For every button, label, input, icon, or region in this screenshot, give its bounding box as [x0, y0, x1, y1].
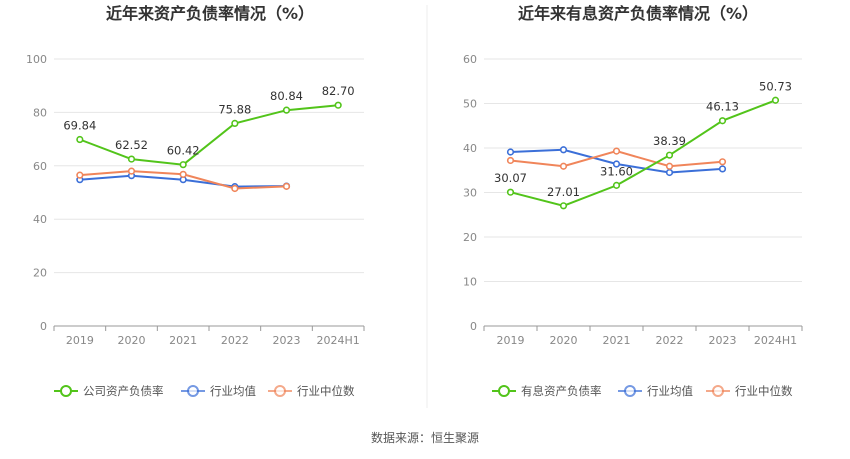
left-legend-swatch-marker: [274, 385, 286, 397]
left-y-tick-label: 0: [40, 320, 47, 333]
left-series-point-0: [282, 106, 291, 114]
right-y-tick-label: 60: [463, 53, 477, 66]
left-x-tick-label: 2022: [221, 334, 249, 347]
right-series-point-2: [506, 156, 515, 165]
right-legend-swatch-marker: [624, 385, 636, 397]
right-series-point-2: [718, 158, 727, 166]
right-series-point-1: [612, 160, 621, 168]
left-data-label: 60.42: [167, 144, 200, 158]
left-series-point-0: [127, 155, 136, 163]
left-series-point-2: [76, 171, 84, 179]
right-series-point-1: [718, 165, 727, 173]
right-y-tick-label: 0: [470, 320, 477, 333]
right-series-point-1: [506, 148, 515, 156]
source-note: 数据来源：恒生聚源: [371, 430, 479, 445]
left-x-tick-label: 2024H1: [317, 334, 360, 347]
left-y-tick-label: 40: [33, 213, 47, 226]
right-data-label: 30.07: [494, 171, 527, 185]
right-series-point-1: [665, 168, 674, 177]
right-x-tick-label: 2021: [603, 334, 631, 347]
right-y-tick-label: 30: [463, 187, 477, 200]
left-series-point-0: [231, 119, 239, 128]
right-y-tick-label: 20: [463, 231, 477, 244]
left-data-label: 69.84: [63, 119, 96, 133]
right-legend-label: 有息资产负债率: [521, 384, 602, 398]
left-data-label: 75.88: [218, 102, 251, 116]
right-series-line-0: [510, 99, 776, 207]
left-x-tick-label: 2023: [273, 334, 301, 347]
left-x-tick-label: 2021: [169, 334, 197, 347]
left-series-point-0: [179, 161, 187, 169]
left-x-tick-label: 2019: [66, 334, 94, 347]
left-data-label: 62.52: [115, 138, 148, 152]
left-x-tick-label: 2020: [118, 334, 146, 347]
left-legend-swatch-marker: [60, 385, 72, 397]
left-series-point-2: [282, 182, 291, 190]
chart-left-title: 近年来资产负债率情况（%）: [106, 4, 314, 23]
right-legend-swatch-marker: [712, 385, 724, 397]
right-x-tick-label: 2019: [497, 334, 525, 347]
right-series-point-2: [612, 147, 621, 155]
left-series-point-2: [231, 184, 239, 193]
left-y-tick-label: 80: [33, 106, 47, 119]
right-series-point-2: [559, 162, 568, 170]
right-series-point-0: [665, 151, 674, 159]
right-series-point-0: [718, 117, 727, 125]
right-series-point-0: [771, 96, 780, 104]
right-series-point-2: [665, 162, 674, 170]
right-data-label: 50.73: [759, 79, 792, 93]
right-legend-label: 行业中位数: [735, 384, 793, 398]
right-series-point-0: [506, 188, 515, 196]
right-series-point-0: [612, 181, 621, 189]
left-series-point-0: [334, 101, 342, 109]
left-y-tick-label: 60: [33, 160, 47, 173]
right-data-label: 27.01: [547, 185, 580, 199]
right-y-tick-label: 50: [463, 98, 477, 111]
left-data-label: 80.84: [270, 89, 303, 103]
right-legend-label: 行业均值: [647, 384, 693, 398]
left-legend-label: 行业均值: [210, 384, 256, 398]
right-x-tick-label: 2020: [550, 334, 578, 347]
left-series-line-0: [79, 104, 339, 166]
left-data-label: 82.70: [322, 84, 355, 98]
chart-right-title: 近年来有息资产负债率情况（%）: [518, 4, 758, 23]
left-y-tick-label: 20: [33, 267, 47, 280]
right-x-tick-label: 2022: [656, 334, 684, 347]
right-x-tick-label: 2023: [709, 334, 737, 347]
right-data-label: 31.60: [600, 164, 633, 178]
right-y-tick-label: 10: [463, 276, 477, 289]
left-legend-label: 公司资产负债率: [83, 384, 164, 398]
right-y-tick-label: 40: [463, 142, 477, 155]
chart-left-panel: 近年来资产负债率情况（%） 0 20 40 60 80 100 2019 2020 2021 20…: [26, 4, 365, 398]
left-y-tick-label: 100: [26, 53, 47, 66]
right-x-tick-label: 2024H1: [754, 334, 797, 347]
left-legend-label: 行业中位数: [297, 384, 355, 398]
left-series-point-2: [127, 167, 136, 175]
chart-right-panel: 近年来有息资产负债率情况（%） 0 10 20 30 40 50 60 2019 2020 202…: [463, 4, 803, 398]
left-legend-swatch-marker: [187, 385, 199, 397]
right-data-label: 38.39: [653, 134, 686, 148]
right-legend-swatch-marker: [498, 385, 510, 397]
right-data-label: 46.13: [706, 100, 739, 114]
left-series-point-0: [76, 135, 84, 144]
right-series-point-0: [559, 202, 568, 210]
right-series-point-1: [559, 146, 568, 154]
left-series-point-2: [179, 170, 187, 178]
